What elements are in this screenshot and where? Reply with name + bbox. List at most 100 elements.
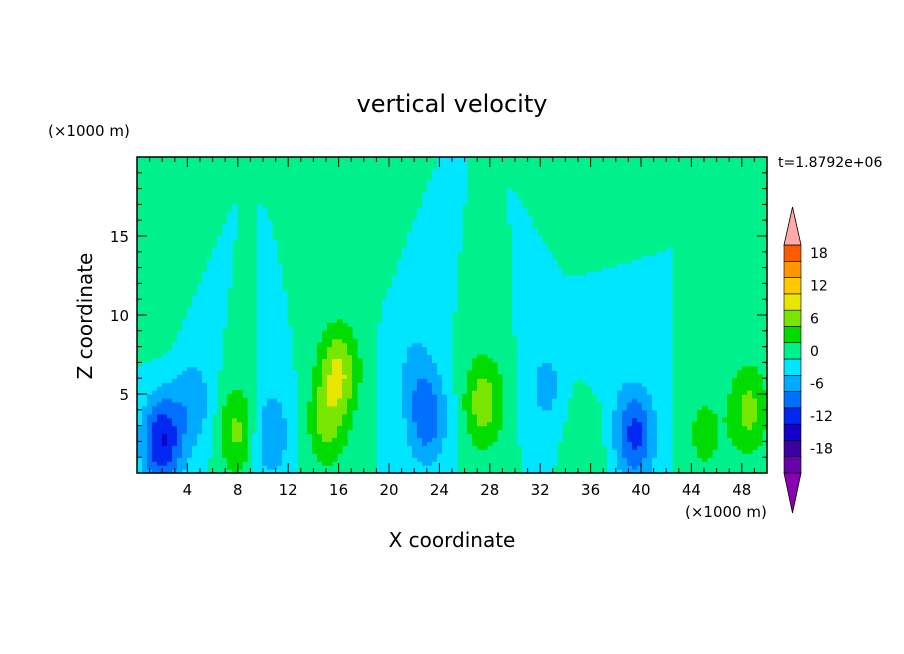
field-cell [547,307,553,312]
field-cell [712,421,718,427]
field-cell [667,397,673,403]
field-cell [622,299,628,304]
field-cell [582,374,588,379]
field-cell [642,437,648,442]
field-cell [337,421,343,427]
field-cell [137,465,143,470]
field-cell [532,413,538,419]
field-cell [217,295,223,300]
field-cell [557,425,563,431]
field-cell [287,338,293,344]
field-cell [657,330,663,336]
field-cell [242,429,248,435]
field-cell [627,299,633,304]
field-cell [572,330,578,336]
field-cell [142,382,148,387]
field-cell [557,346,563,352]
field-cell [452,469,458,474]
field-cell [437,346,443,352]
field-cell [177,461,183,466]
field-cell [532,370,538,375]
field-cell [432,271,438,277]
field-cell [557,330,563,336]
field-cell [442,346,448,352]
field-cell [152,370,158,375]
field-cell [582,315,588,320]
field-cell [227,236,233,241]
field-cell [232,413,238,419]
field-cell [272,429,278,435]
field-cell [167,358,173,363]
field-cell [762,390,768,395]
field-cell [647,366,653,371]
field-cell [177,334,183,340]
field-cell [557,358,563,363]
field-cell [212,267,218,273]
field-cell [667,315,673,320]
field-cell [242,449,248,454]
field-cell [237,453,243,458]
field-cell [432,172,438,178]
field-cell [637,275,643,281]
field-cell [327,366,333,371]
field-cell [277,326,283,332]
field-cell [617,307,623,312]
field-cell [447,417,453,423]
field-cell [527,315,533,320]
field-cell [402,303,408,308]
field-cell [222,271,228,277]
field-cell [602,271,608,277]
field-cell [157,441,163,446]
field-cell [522,291,528,296]
field-cell [522,303,528,308]
field-cell [397,433,403,439]
field-cell [402,255,408,261]
field-cell [537,417,543,423]
field-cell [447,449,453,454]
field-cell [652,409,658,415]
field-cell [642,334,648,340]
field-cell [522,208,528,213]
field-cell [272,437,278,442]
field-cell [542,433,548,439]
field-cell [327,390,333,395]
field-cell [597,382,603,387]
x-tick-label: 28 [480,481,499,499]
field-cell [447,220,453,225]
field-cell [182,378,188,383]
field-cell [437,358,443,363]
field-cell [147,425,153,431]
field-cell [612,315,618,320]
field-cell [562,366,568,371]
field-cell [317,429,323,435]
field-cell [282,370,288,375]
field-cell [207,263,213,269]
field-cell [602,425,608,431]
field-cell [642,291,648,296]
field-cell [157,397,163,403]
field-cell [287,413,293,419]
field-cell [412,267,418,273]
field-cell [222,417,228,423]
field-cell [162,449,168,454]
field-cell [437,180,443,186]
field-cell [632,279,638,284]
field-cell [617,457,623,462]
field-cell [447,453,453,458]
field-cell [537,390,543,395]
field-cell [657,263,663,269]
field-cell [447,350,453,356]
field-cell [387,354,393,360]
field-cell [442,338,448,344]
field-cell [407,291,413,296]
field-cell [517,287,523,292]
field-cell [542,322,548,328]
field-cell [142,366,148,371]
field-cell [632,390,638,395]
field-cell [427,192,433,198]
field-cell [332,445,338,450]
field-cell [427,445,433,450]
field-cell [322,362,328,367]
field-cell [312,382,318,387]
field-cell [187,409,193,415]
